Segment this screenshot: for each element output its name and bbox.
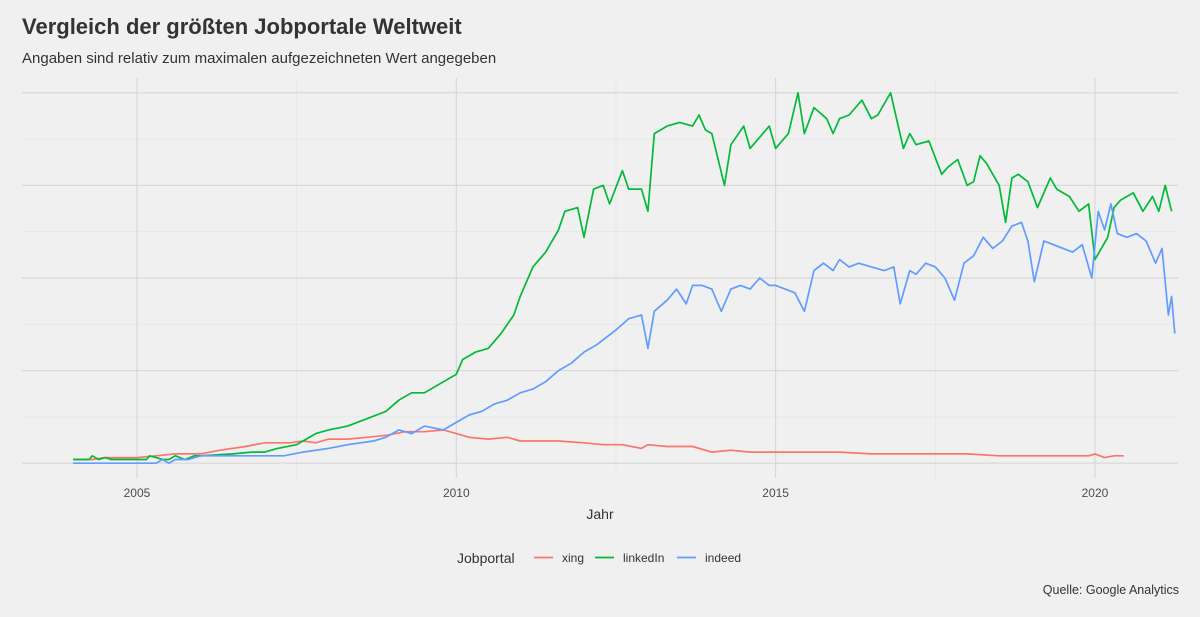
series-line-linkedin [73, 91, 1173, 461]
legend-label-linkedin: linkedIn [623, 551, 664, 565]
x-tick-label: 2020 [1082, 486, 1109, 500]
chart-subtitle: Angaben sind relativ zum maximalen aufge… [22, 50, 497, 67]
x-tick-label: 2010 [443, 486, 470, 500]
x-tick-label: 2005 [124, 486, 151, 500]
legend: Jobportal xing linkedIn indeed [457, 550, 741, 566]
source-caption: Quelle: Google Analytics [1042, 583, 1179, 597]
legend-label-xing: xing [562, 551, 584, 565]
series-line-indeed [73, 203, 1176, 465]
x-tick-label: 2015 [762, 486, 789, 500]
grid-lines [22, 78, 1178, 478]
series-layer [73, 91, 1176, 465]
legend-label-indeed: indeed [705, 551, 741, 565]
legend-title: Jobportal [457, 550, 515, 566]
chart-title: Vergleich der größten Jobportale Weltwei… [22, 14, 462, 39]
series-line-xing [73, 429, 1124, 461]
x-axis-ticks: 2005 2010 2015 2020 [124, 486, 1109, 500]
x-axis-title: Jahr [586, 506, 614, 522]
